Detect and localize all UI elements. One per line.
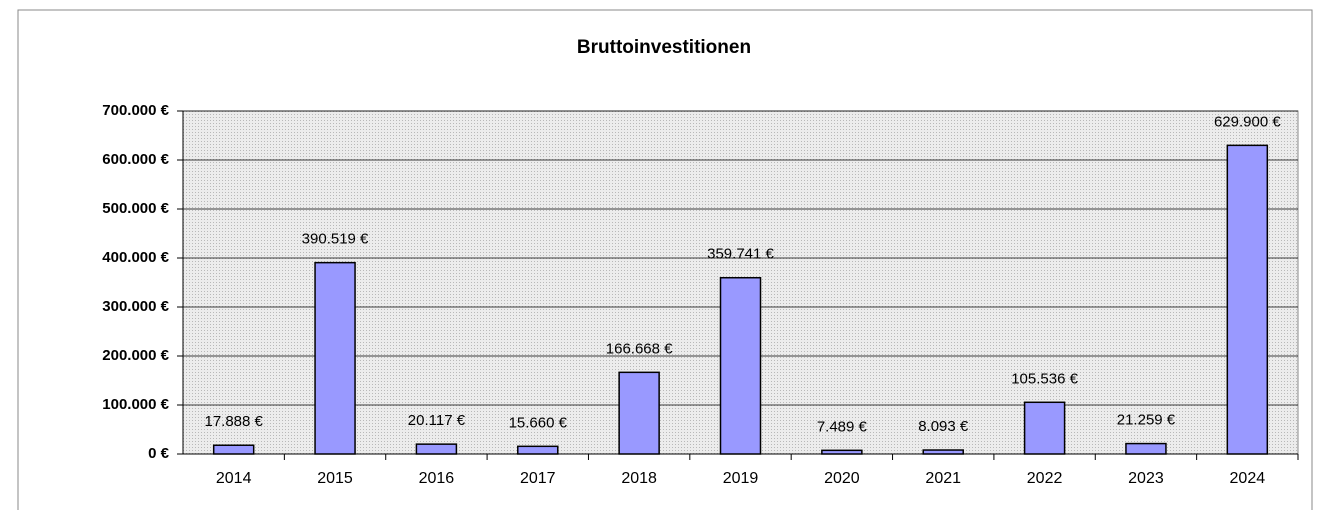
value-label: 359.741 € <box>707 246 774 263</box>
value-label: 7.489 € <box>817 418 868 435</box>
bar <box>212 444 255 455</box>
x-tick-label: 2017 <box>520 470 556 487</box>
x-tick-label: 2014 <box>216 470 252 487</box>
value-label: 629.900 € <box>1214 113 1281 130</box>
x-tick-label: 2021 <box>925 470 961 487</box>
x-tick-label: 2019 <box>723 470 759 487</box>
bar <box>517 445 559 455</box>
x-tick-label: 2018 <box>621 470 657 487</box>
x-tick-label: 2015 <box>317 470 353 487</box>
x-tick-label: 2023 <box>1128 470 1164 487</box>
y-tick-label: 100.000 € <box>102 396 169 413</box>
y-tick-label: 600.000 € <box>102 151 169 168</box>
value-label: 21.259 € <box>1117 412 1176 429</box>
y-tick-label: 500.000 € <box>102 200 169 217</box>
bar <box>1226 144 1269 455</box>
x-tick-label: 2016 <box>419 470 455 487</box>
bar <box>314 261 356 455</box>
value-label: 390.519 € <box>302 231 369 248</box>
x-tick-label: 2024 <box>1230 470 1266 487</box>
value-label: 17.888 € <box>204 413 263 430</box>
y-tick-label: 200.000 € <box>102 347 169 364</box>
value-label: 15.660 € <box>509 414 568 431</box>
x-tick-label: 2020 <box>824 470 860 487</box>
bar <box>618 371 660 455</box>
x-tick-label: 2022 <box>1027 470 1063 487</box>
y-tick-label: 700.000 € <box>102 102 169 119</box>
value-label: 105.536 € <box>1011 370 1078 387</box>
bar <box>1125 442 1167 455</box>
bar <box>1023 401 1066 455</box>
y-tick-label: 0 € <box>148 445 170 462</box>
bar <box>922 449 964 455</box>
bar <box>719 276 762 455</box>
y-tick-label: 300.000 € <box>102 298 169 315</box>
bar <box>821 449 863 455</box>
value-label: 8.093 € <box>918 418 969 435</box>
value-label: 166.668 € <box>606 340 673 357</box>
chart-title: Bruttoinvestitionen <box>577 37 751 58</box>
bar <box>415 443 458 455</box>
y-tick-label: 400.000 € <box>102 249 169 266</box>
value-label: 20.117 € <box>408 412 466 429</box>
